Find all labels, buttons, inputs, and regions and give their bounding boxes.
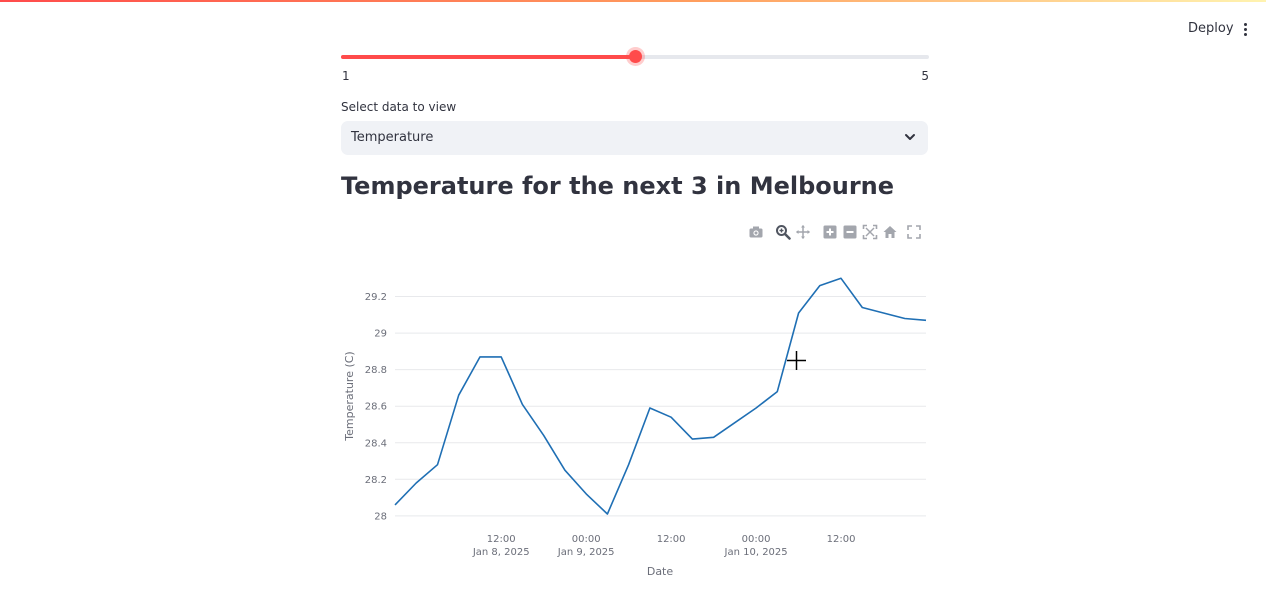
y-tick-label: 28.4	[365, 438, 387, 449]
y-tick-label: 29.2	[365, 292, 387, 303]
zoom-icon[interactable]	[775, 224, 791, 240]
x-tick-date-label: Jan 9, 2025	[557, 547, 615, 558]
data-point[interactable]	[498, 354, 504, 360]
chevron-down-icon	[905, 134, 915, 140]
slider-min-label: 1	[342, 69, 350, 83]
x-tick-label: 12:00	[827, 534, 856, 545]
slider-thumb[interactable]	[629, 50, 642, 63]
temperature-line-chart[interactable]: 28 28.2 28.4 28.6 28.8 29 29.2 12:00 Jan 8, 202…	[340, 250, 932, 590]
data-point[interactable]	[647, 405, 653, 411]
days-slider[interactable]: 1 5	[341, 45, 929, 85]
data-point[interactable]	[413, 480, 419, 486]
x-tick-date-label: Jan 8, 2025	[472, 547, 530, 558]
data-point[interactable]	[392, 502, 398, 508]
y-tick-label: 28.2	[365, 475, 387, 486]
data-point[interactable]	[689, 436, 695, 442]
data-point[interactable]	[668, 414, 674, 420]
data-select[interactable]: Temperature	[341, 121, 928, 155]
data-point[interactable]	[923, 317, 929, 323]
data-point[interactable]	[519, 401, 525, 407]
data-point[interactable]	[626, 462, 632, 468]
data-point[interactable]	[881, 310, 887, 316]
data-point[interactable]	[434, 462, 440, 468]
data-point[interactable]	[774, 389, 780, 395]
data-point[interactable]	[604, 511, 610, 517]
data-point[interactable]	[838, 275, 844, 281]
x-axis-title: Date	[647, 565, 674, 578]
x-tick-date-label: Jan 10, 2025	[724, 547, 788, 558]
data-point[interactable]	[583, 491, 589, 497]
zoom-out-icon[interactable]	[842, 224, 858, 240]
data-point[interactable]	[753, 405, 759, 411]
camera-icon[interactable]	[748, 224, 764, 240]
top-decoration-bar	[0, 0, 1266, 2]
data-point[interactable]	[562, 467, 568, 473]
data-point[interactable]	[902, 315, 908, 321]
select-label: Select data to view	[341, 100, 457, 114]
data-point[interactable]	[859, 305, 865, 311]
slider-fill	[341, 55, 635, 59]
data-point[interactable]	[711, 434, 717, 440]
y-tick-label: 28	[374, 511, 387, 522]
x-tick-label: 00:00	[572, 534, 601, 545]
autoscale-icon[interactable]	[862, 224, 878, 240]
slider-max-label: 5	[921, 69, 929, 83]
deploy-button[interactable]: Deploy	[1188, 21, 1234, 36]
data-point[interactable]	[732, 420, 738, 426]
temperature-series-line	[394, 277, 927, 515]
kebab-menu-icon[interactable]	[1234, 17, 1256, 41]
y-tick-label: 28.6	[365, 402, 387, 413]
select-value: Temperature	[351, 130, 434, 145]
page-title: Temperature for the next 3 in Melbourne	[341, 172, 895, 200]
y-tick-label: 29	[374, 329, 387, 340]
data-point[interactable]	[477, 354, 483, 360]
x-tick-label: 12:00	[487, 534, 516, 545]
data-point[interactable]	[541, 432, 547, 438]
crosshair-cursor-icon	[787, 351, 806, 370]
fullscreen-icon[interactable]	[906, 224, 922, 240]
pan-icon[interactable]	[795, 224, 811, 240]
data-point[interactable]	[796, 310, 802, 316]
zoom-in-icon[interactable]	[822, 224, 838, 240]
data-point[interactable]	[456, 392, 462, 398]
x-tick-label: 00:00	[742, 534, 771, 545]
x-tick-label: 12:00	[657, 534, 686, 545]
data-point[interactable]	[817, 283, 823, 289]
y-axis-title: Temperature (C)	[343, 351, 356, 441]
y-tick-label: 28.8	[365, 365, 387, 376]
home-icon[interactable]	[882, 224, 898, 240]
